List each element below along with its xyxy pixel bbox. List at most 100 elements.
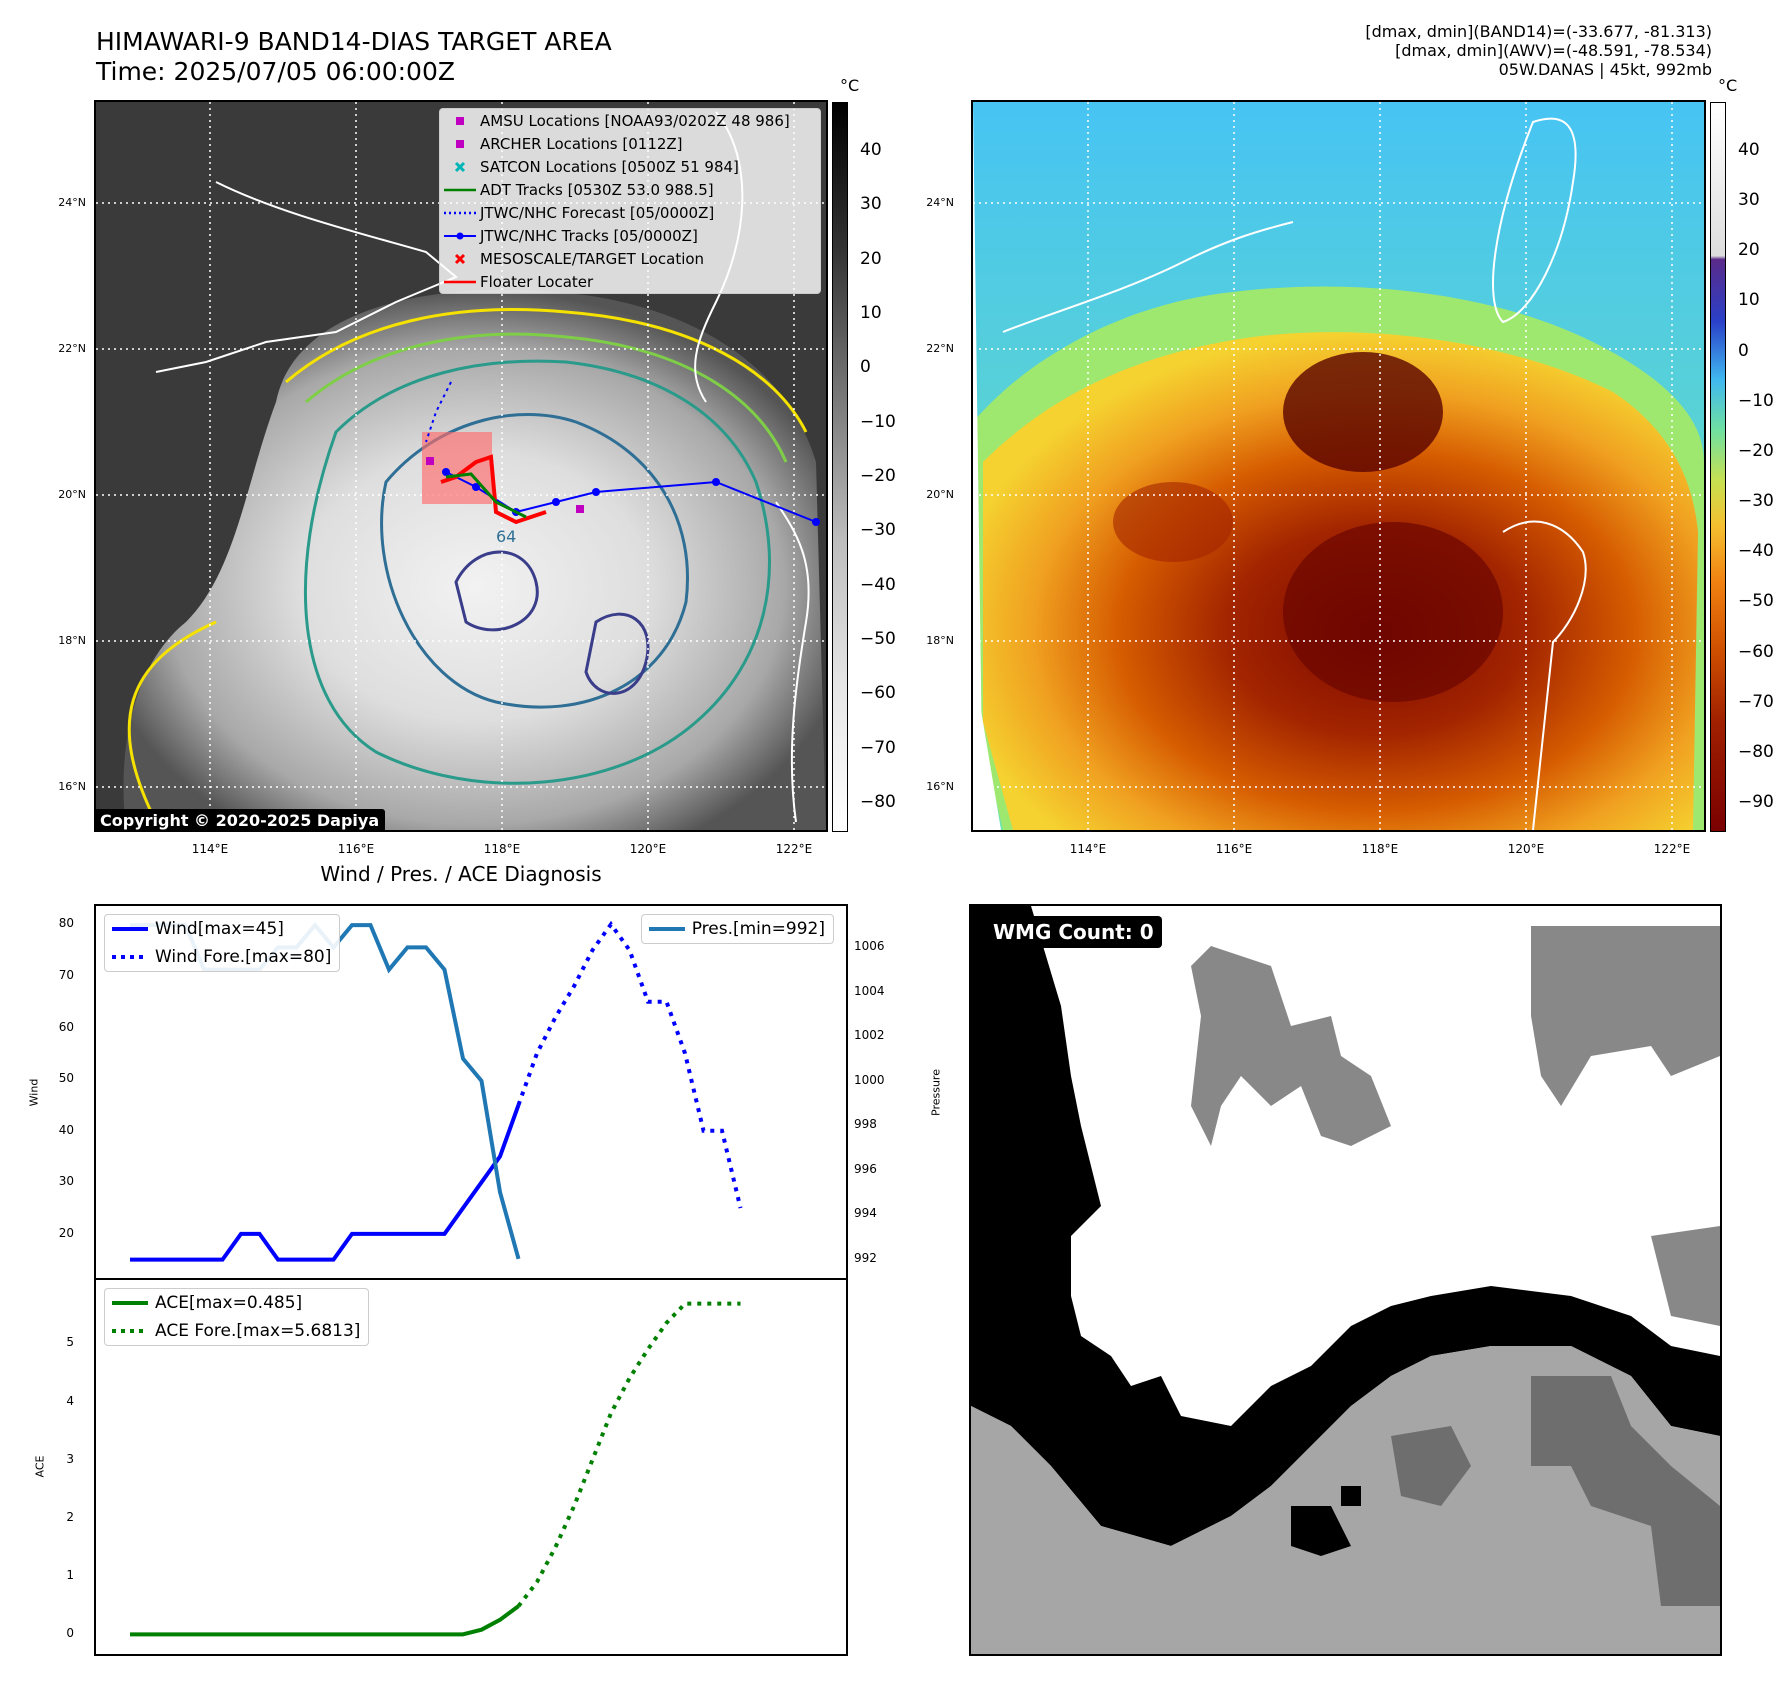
colorbar-tick: −60 — [860, 683, 896, 704]
ace-panel: ACE[max=0.485] ACE Fore.[max=5.6813] — [94, 1278, 848, 1656]
lon-tick: 114°E — [1069, 842, 1107, 856]
lat-tick: 22°N — [926, 342, 954, 355]
colorbar-tick: −40 — [1738, 541, 1774, 562]
colorbar-tick: 10 — [1738, 290, 1760, 311]
legend-rows: AMSU Locations [NOAA93/0202Z 48 986] ARCH… — [440, 109, 820, 293]
copyright-label: Copyright © 2020-2025 Dapiya — [96, 809, 386, 830]
y-tick-label: 70 — [58, 967, 74, 982]
legend-ace-fore: ACE Fore.[max=5.6813] — [105, 1317, 368, 1345]
lat-tick: 24°N — [58, 196, 86, 209]
lat-tick: 22°N — [58, 342, 86, 355]
lon-tick: 118°E — [1361, 842, 1399, 856]
lat-tick: 16°N — [926, 780, 954, 793]
colorbar-tick: −70 — [1738, 691, 1774, 712]
series-line — [130, 1604, 520, 1637]
wind-pressure-panel: Wind[max=45] Wind Fore.[max=80] Pres.[mi… — [94, 904, 848, 1280]
right-colorbar-unit: °C — [1718, 76, 1738, 95]
wind-legend: Wind[max=45] Wind Fore.[max=80] — [104, 914, 341, 972]
colorbar-tick: −20 — [1738, 440, 1774, 461]
colorbar-tick: −10 — [1738, 390, 1774, 411]
legend-wind-fore: Wind Fore.[max=80] — [105, 943, 339, 971]
legend-item: JTWC/NHC Forecast [05/0000Z] — [440, 201, 820, 224]
legend-dotted-line — [105, 1317, 155, 1345]
legend-label: Floater Locater — [480, 272, 594, 291]
lon-tick: 118°E — [483, 842, 521, 856]
legend-symbol-icon — [440, 247, 480, 270]
legend-item: SATCON Locations [0500Z 51 984] — [440, 155, 820, 178]
colorbar-tick: 20 — [860, 248, 882, 269]
y-tick-label: 50 — [58, 1071, 74, 1086]
y-tick-label: 5 — [66, 1335, 74, 1350]
ace-ylabel: ACE — [33, 1455, 47, 1478]
legend-ace-label: ACE[max=0.485] — [155, 1293, 303, 1313]
ace-svg — [129, 1301, 741, 1637]
band14-map-panel — [971, 100, 1706, 832]
lat-tick: 20°N — [58, 488, 86, 501]
colorbar-tick: −30 — [860, 520, 896, 541]
info-awv: [dmax, dmin](AWV)=(-48.591, -78.534) — [1395, 41, 1712, 60]
colorbar-tick: 0 — [1738, 340, 1749, 361]
band14-map-svg — [973, 102, 1704, 830]
y-tick-label: 994 — [854, 1206, 877, 1221]
colorbar-tick: 30 — [860, 194, 882, 215]
colorbar-tick: −20 — [860, 466, 896, 486]
contour-label: 64 — [496, 527, 516, 546]
lon-tick: 120°E — [1507, 842, 1545, 856]
wmg-panel: WMG Count: 0 — [969, 904, 1722, 1656]
y-tick-label: 0 — [66, 1626, 74, 1641]
info-block: [dmax, dmin](BAND14)=(-33.677, -81.313) … — [1112, 22, 1712, 79]
info-band14: [dmax, dmin](BAND14)=(-33.677, -81.313) — [1365, 22, 1712, 41]
left-colorbar — [832, 102, 848, 832]
legend-item: JTWC/NHC Tracks [05/0000Z] — [440, 224, 820, 247]
legend-solid-line — [642, 915, 692, 943]
colorbar-tick: −30 — [1738, 491, 1774, 512]
colorbar-tick: 40 — [1738, 140, 1760, 160]
legend-label: JTWC/NHC Tracks [05/0000Z] — [480, 226, 698, 245]
legend-symbol-icon — [440, 270, 480, 293]
colorbar-tick: −90 — [1738, 792, 1774, 812]
y-tick-label: 992 — [854, 1250, 877, 1265]
lat-tick: 18°N — [926, 634, 954, 647]
y-tick-label: 1002 — [854, 1028, 885, 1043]
legend-pressure: Pres.[min=992] — [642, 915, 833, 943]
legend-symbol-icon — [440, 224, 480, 247]
colorbar-tick: 30 — [1738, 190, 1760, 211]
legend-solid-line — [105, 915, 155, 943]
colorbar-tick: −40 — [860, 574, 896, 595]
wmg-count-label: WMG Count: 0 — [985, 916, 1162, 948]
legend-item: ADT Tracks [0530Z 53.0 988.5] — [440, 178, 820, 201]
legend-item: ARCHER Locations [0112Z] — [440, 132, 820, 155]
y-tick-label: 1004 — [854, 983, 885, 998]
left-colorbar-unit: °C — [840, 76, 860, 95]
lon-tick: 114°E — [191, 842, 229, 856]
legend-item: AMSU Locations [NOAA93/0202Z 48 986] — [440, 109, 820, 132]
y-tick-label: 1006 — [854, 939, 885, 954]
lon-tick: 116°E — [337, 842, 375, 856]
y-tick-label: 20 — [58, 1225, 74, 1240]
map-legend: AMSU Locations [NOAA93/0202Z 48 986] ARCH… — [439, 108, 821, 294]
legend-label: ARCHER Locations [0112Z] — [480, 134, 683, 153]
legend-dotted-line — [105, 943, 155, 971]
colorbar-tick: −70 — [860, 737, 896, 758]
legend-wind-fore-label: Wind Fore.[max=80] — [155, 947, 332, 967]
legend-label: SATCON Locations [0500Z 51 984] — [480, 157, 739, 176]
legend-symbol-icon — [440, 178, 480, 201]
legend-item: MESOSCALE/TARGET Location — [440, 247, 820, 270]
y-tick-label: 2 — [66, 1509, 74, 1524]
colorbar-tick: −60 — [1738, 641, 1774, 662]
colorbar-tick: 0 — [860, 357, 871, 378]
ir-map-panel: 64 AMSU Locations [NOAA93/0202Z 48 986] A… — [94, 100, 828, 832]
lon-tick: 116°E — [1215, 842, 1253, 856]
series-line — [516, 1301, 741, 1608]
lon-tick: 122°E — [1653, 842, 1691, 856]
legend-label: MESOSCALE/TARGET Location — [480, 249, 705, 268]
legend-ace: ACE[max=0.485] — [105, 1289, 368, 1317]
colorbar-tick: −10 — [860, 411, 896, 432]
lat-tick: 18°N — [58, 634, 86, 647]
lat-tick: 20°N — [926, 488, 954, 501]
colorbar-tick: 10 — [860, 303, 882, 323]
y-tick-label: 3 — [66, 1451, 74, 1466]
y-tick-label: 80 — [58, 916, 74, 931]
colorbar-tick: −80 — [860, 792, 896, 812]
legend-symbol-icon — [440, 201, 480, 224]
